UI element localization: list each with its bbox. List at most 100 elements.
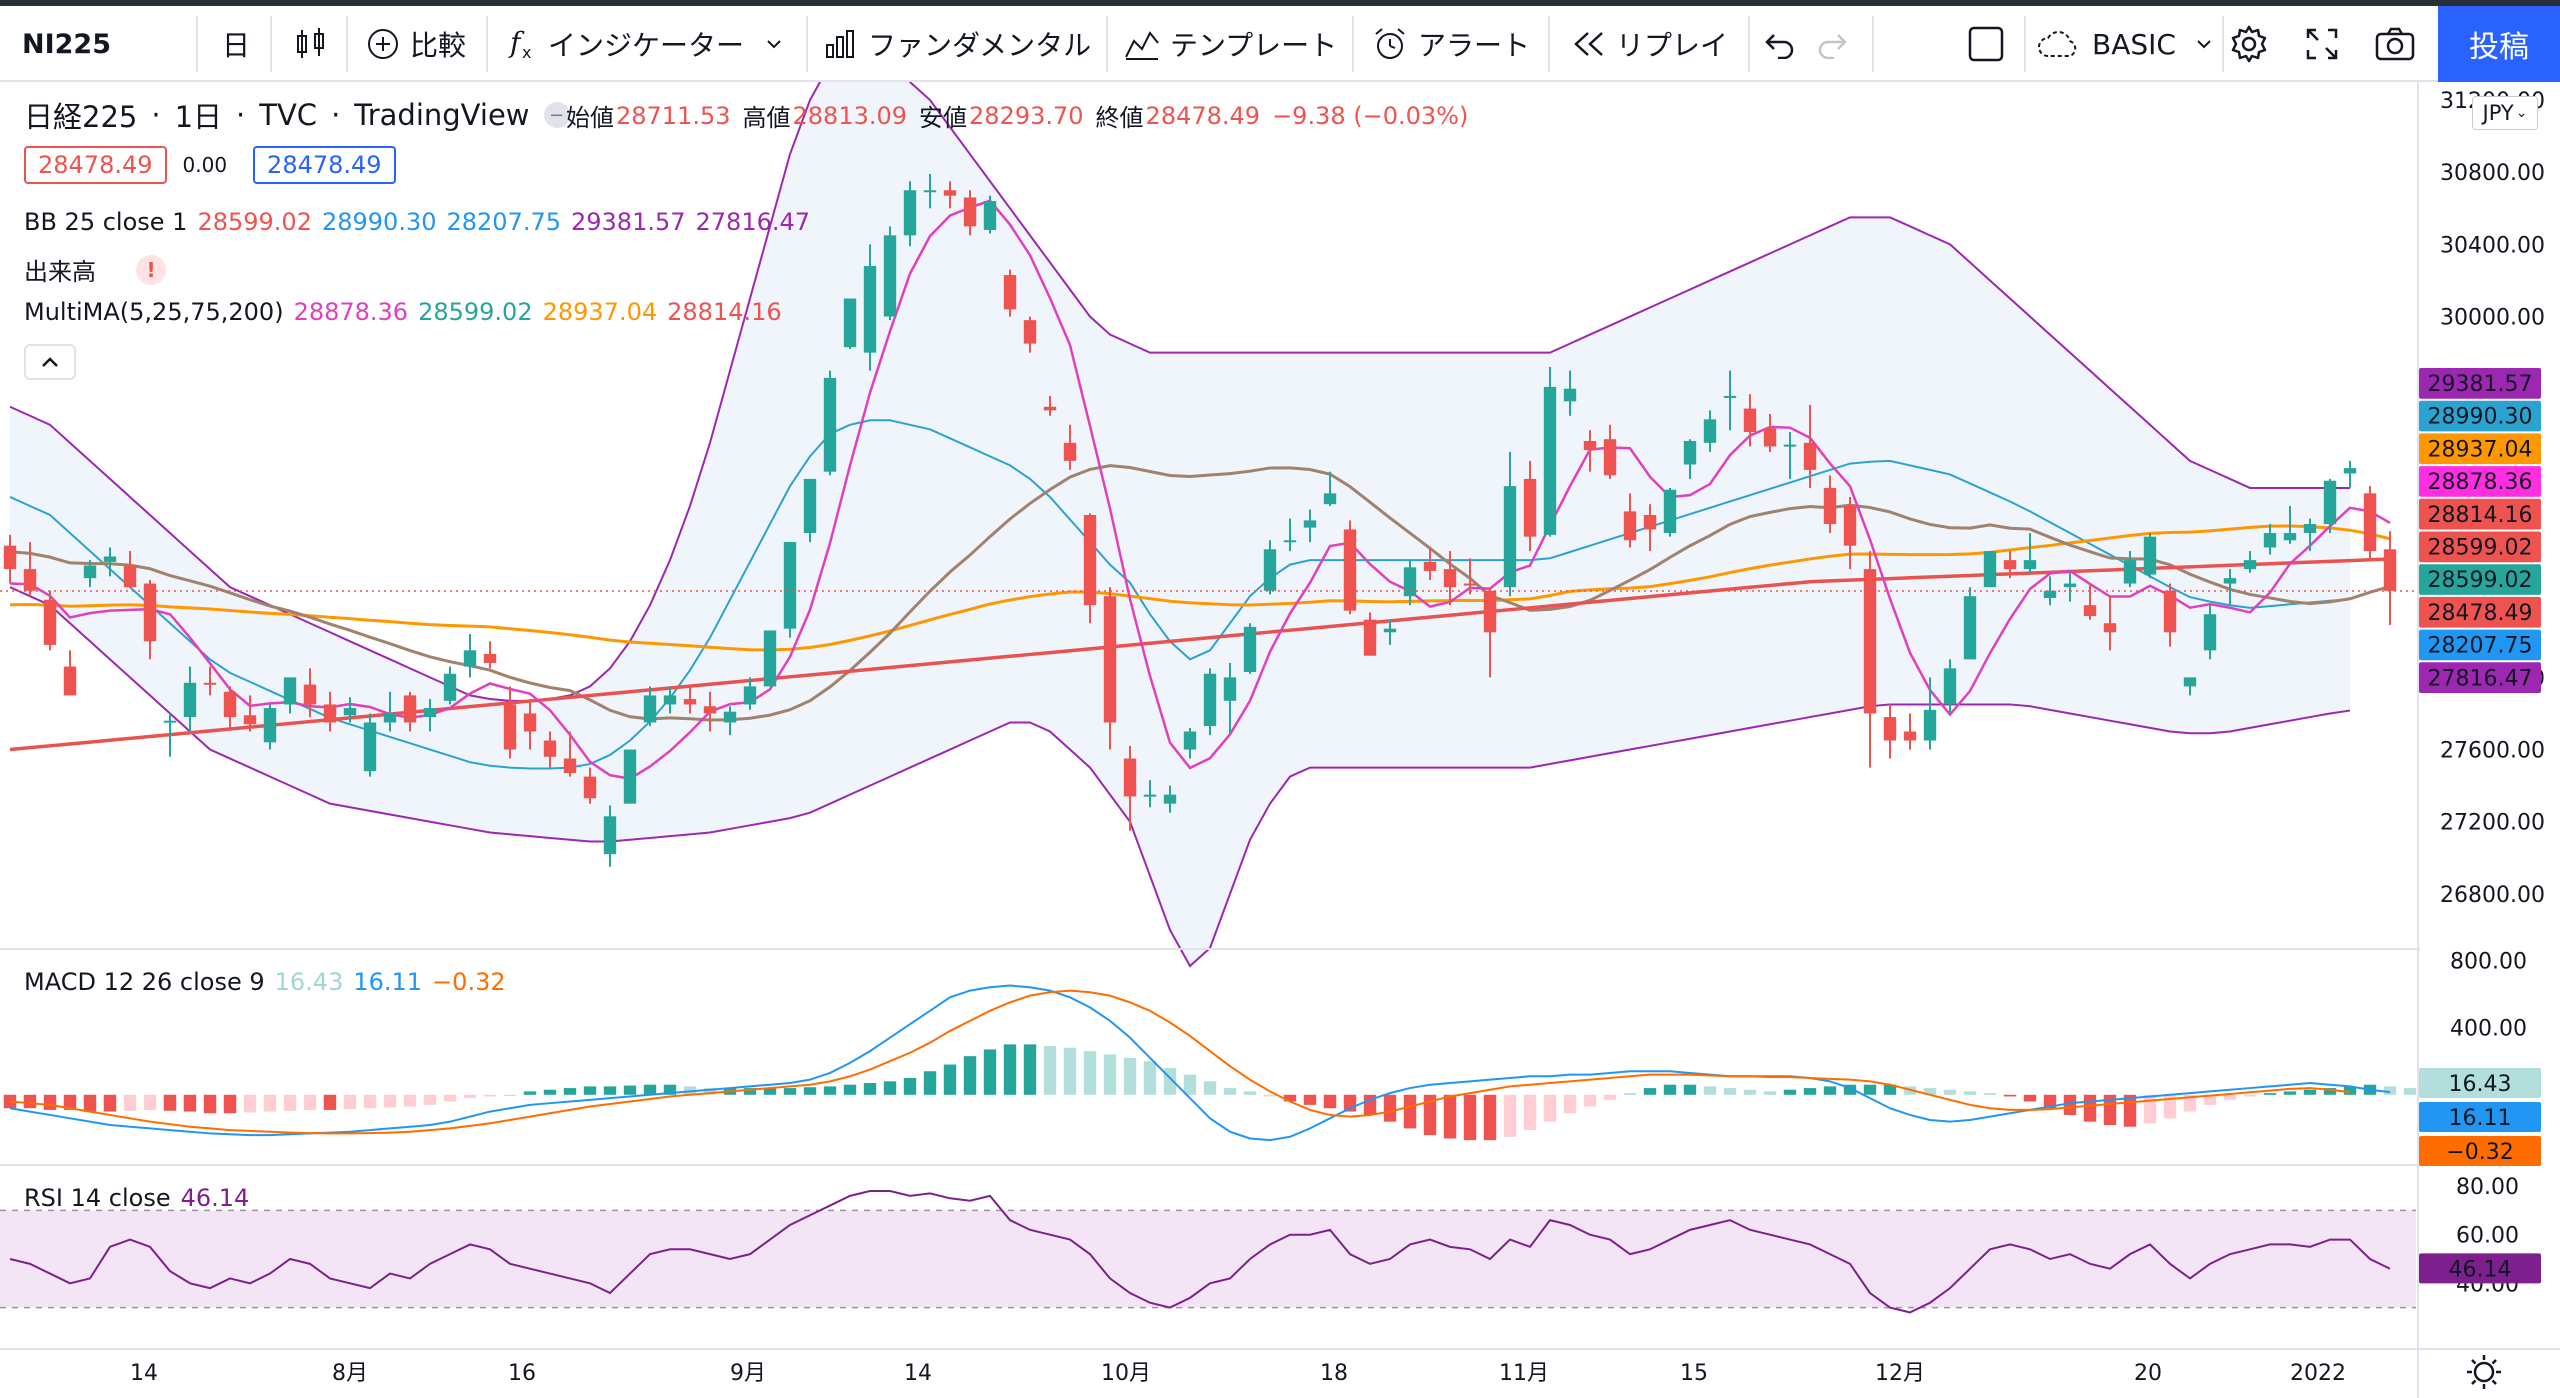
- candle-body: [263, 708, 277, 743]
- candle-body: [1583, 441, 1597, 451]
- macd-histogram-bar: [1563, 1094, 1577, 1114]
- price-axis-label-text: 28599.02: [2428, 536, 2533, 561]
- candle-body: [1863, 569, 1877, 714]
- macd-histogram-bar: [303, 1094, 317, 1110]
- chart-type-button[interactable]: [294, 6, 328, 82]
- fullscreen-button[interactable]: [2304, 6, 2340, 82]
- candle-body: [1763, 428, 1777, 447]
- candle-body: [2203, 614, 2217, 651]
- candle-body: [3, 545, 17, 570]
- buy-price-box[interactable]: 28478.49: [253, 146, 396, 184]
- sell-price-box[interactable]: 28478.49: [24, 146, 167, 184]
- templates-button[interactable]: テンプレート: [1124, 6, 1337, 82]
- macd-histogram-bar: [2323, 1088, 2337, 1095]
- macd-signal-line: [9, 989, 2351, 1135]
- time-tick-label: 11月: [1499, 1361, 1549, 1386]
- macd-histogram-bar: [903, 1077, 917, 1095]
- interval-text: ·: [151, 98, 161, 132]
- redo-button[interactable]: [1816, 6, 1848, 82]
- cloud-icon: [2038, 31, 2077, 57]
- undo-button[interactable]: [1764, 6, 1796, 82]
- candle-body: [1623, 511, 1637, 541]
- multi-ma-legend[interactable]: MultiMA(5,25,75,200) 28878.36 28599.02 2…: [24, 298, 792, 326]
- rsi-legend[interactable]: RSI 14 close 46.14: [24, 1184, 259, 1212]
- collapse-legend-button[interactable]: [24, 344, 76, 380]
- macd-histogram-bar: [363, 1094, 377, 1109]
- candle-body: [63, 666, 77, 696]
- macd-histogram-bar: [483, 1094, 497, 1097]
- macd-axis-label-text: 16.43: [2449, 1072, 2512, 1097]
- candle-body: [983, 201, 997, 230]
- candle-body: [2243, 560, 2257, 570]
- bid-ask-boxes: 28478.49 0.00 28478.49: [24, 146, 406, 184]
- fullscreen-square-button[interactable]: [1968, 6, 2004, 82]
- snapshot-button[interactable]: [2374, 6, 2416, 82]
- price-tick-label: 30800.00: [2440, 161, 2545, 186]
- gear-icon: [2231, 25, 2267, 63]
- toolbar-divider: [1748, 16, 1750, 72]
- high-label: 高値: [742, 104, 791, 132]
- ohlc-values: 始値 28711.53 高値 28813.09 安値 28293.70 終値 28478…: [566, 98, 1480, 133]
- macd-histogram-bar: [143, 1094, 157, 1110]
- candle-body: [2163, 590, 2177, 633]
- volume-legend[interactable]: 出来高 !: [24, 252, 176, 287]
- settings-button[interactable]: [2228, 6, 2270, 82]
- chevron-up-icon: [42, 357, 58, 367]
- candle-body: [1943, 668, 1957, 705]
- macd-pane[interactable]: [3, 984, 2417, 1142]
- axes: 31200.0030800.0030400.0030000.0028000.00…: [0, 82, 2560, 1398]
- candle-body: [943, 190, 957, 196]
- toolbar-divider: [2024, 16, 2026, 72]
- macd-line: [9, 984, 2391, 1142]
- bollinger-legend[interactable]: BB 25 close 1 28599.02 28990.30 28207.75…: [24, 208, 820, 236]
- candle-body: [1223, 677, 1237, 701]
- currency-selector[interactable]: JPY ⌄: [2472, 96, 2538, 130]
- candle-body: [563, 758, 577, 773]
- candle-body: [1643, 515, 1657, 530]
- macd-histogram-bar: [1183, 1074, 1197, 1095]
- fundamentals-label: ファンダメンタル: [868, 29, 1092, 62]
- macd-legend[interactable]: MACD 12 26 close 9 16.43 16.11 −0.32: [24, 968, 516, 996]
- rsi-pane[interactable]: [0, 1190, 2416, 1314]
- alerts-button[interactable]: アラート: [1372, 6, 1530, 82]
- symbol-search-button[interactable]: NI225: [22, 28, 112, 60]
- price-axis-label: [2419, 596, 2541, 628]
- macd-histogram-bar: [2303, 1089, 2317, 1095]
- macd-histogram-bar: [443, 1094, 457, 1102]
- change-value: −9.38 (−0.03%): [1272, 101, 1469, 130]
- macd-histogram-bar: [943, 1064, 957, 1095]
- interval-button[interactable]: 日: [222, 6, 250, 82]
- candle-body: [1343, 529, 1357, 611]
- price-axis-label: [2419, 531, 2541, 563]
- warning-icon[interactable]: !: [136, 254, 166, 285]
- hide-legend-icon[interactable]: −: [543, 102, 570, 128]
- candle-body: [1823, 487, 1837, 525]
- price-axis-label-text: 28990.30: [2428, 405, 2533, 430]
- symbol-title: 日経225: [24, 100, 138, 134]
- replay-button[interactable]: リプレイ: [1572, 6, 1728, 82]
- chart-canvas[interactable]: 31200.0030800.0030400.0030000.0028000.00…: [0, 82, 2560, 1398]
- fundamentals-button[interactable]: ファンダメンタル: [824, 6, 1091, 82]
- candle-body: [143, 583, 157, 642]
- macd-label: MACD 12 26 close 9: [24, 968, 265, 996]
- price-axis-label: [2419, 368, 2541, 399]
- candle-body: [1483, 590, 1497, 633]
- ma-value: 28599.02: [418, 298, 533, 326]
- layout-button[interactable]: BASIC: [2036, 6, 2212, 82]
- candle-body: [1443, 569, 1457, 588]
- macd-histogram-bar: [1243, 1091, 1257, 1095]
- candle-body: [1983, 551, 1997, 588]
- price-axis-label-text: 29381.57: [2428, 372, 2533, 397]
- toolbar-divider: [196, 16, 198, 72]
- price-axis-label: [2419, 564, 2541, 595]
- main-price-pane[interactable]: [0, 82, 2416, 968]
- candle-body: [243, 715, 257, 725]
- compare-button[interactable]: 比較: [366, 6, 466, 82]
- candle-body: [2323, 480, 2337, 525]
- macd-histogram-bar: [2023, 1094, 2037, 1102]
- macd-histogram-bar: [1483, 1094, 1497, 1141]
- publish-idea-button[interactable]: 投稿: [2438, 6, 2560, 82]
- ma-value: 28814.16: [667, 298, 782, 326]
- macd-histogram-bar: [2003, 1094, 2017, 1097]
